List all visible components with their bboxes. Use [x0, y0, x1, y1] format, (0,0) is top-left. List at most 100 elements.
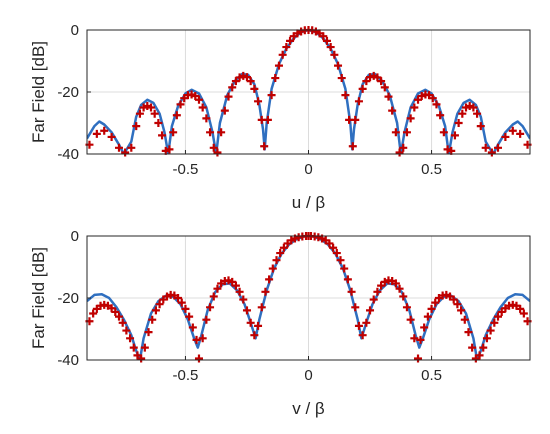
top-measured-point — [154, 119, 163, 127]
bottom-measured-point — [137, 354, 146, 363]
bottom-measured-point — [276, 249, 285, 258]
bottom-measured-point — [114, 312, 123, 321]
bottom-measured-point — [464, 328, 473, 337]
bottom-measured-point — [202, 315, 211, 324]
top-measured-point — [406, 114, 415, 123]
bottom-measured-point — [242, 306, 251, 315]
bottom-measured-point — [449, 295, 458, 304]
bottom-measured-point — [468, 343, 477, 352]
top-measured-point — [202, 114, 211, 123]
top-measured-point — [176, 100, 185, 109]
bottom-measured-point — [366, 306, 375, 315]
bottom-measured-point — [486, 326, 495, 335]
bottom-measured-point — [325, 239, 334, 248]
top-measured-point — [282, 43, 291, 52]
bottom-measured-point — [268, 264, 277, 273]
top-measured-point — [220, 106, 229, 115]
top-measured-point — [337, 74, 346, 83]
bottom-measured-point — [174, 294, 183, 302]
bottom-ytick-label: 0 — [71, 228, 79, 245]
bottom-measured-point — [406, 315, 415, 324]
bottom-measured-point — [279, 243, 288, 252]
bottom-measured-point — [177, 298, 186, 307]
top-axes: -0.5 0 0.5 -40 -20 0 — [57, 22, 531, 178]
top-measured-point — [107, 132, 116, 141]
top-measured-point — [267, 91, 276, 100]
bottom-measured-point — [151, 306, 160, 315]
bottom-measured-point — [423, 312, 432, 321]
bottom-measured-point — [250, 331, 259, 340]
top-measured-point — [100, 126, 109, 135]
bottom-ytick-label: -20 — [57, 290, 79, 307]
bottom-measured-point — [482, 334, 491, 343]
top-measured-point — [135, 109, 144, 118]
bottom-measured-point — [395, 284, 404, 293]
top-ytick-label: -20 — [57, 84, 79, 101]
bottom-measured-point — [213, 284, 222, 293]
top-measured-point — [432, 100, 441, 109]
top-measured-point — [395, 148, 404, 157]
bottom-xtick-label: 0.5 — [421, 367, 442, 384]
top-measured-point — [260, 142, 269, 151]
top-measured-point — [198, 103, 207, 112]
bottom-measured-point — [410, 334, 419, 343]
top-measured-point — [242, 73, 251, 82]
bottom-measured-point — [118, 318, 127, 327]
bottom-measured-point — [246, 318, 255, 327]
top-xtick-label: 0 — [304, 161, 312, 178]
top-xlabel: u / β — [292, 193, 326, 212]
top-subplot: -0.5 0 0.5 -40 -20 0 Far Field [dB] u / β — [29, 22, 532, 212]
top-measured-point — [146, 103, 155, 112]
top-measured-point — [508, 126, 517, 135]
top-measured-point — [330, 50, 339, 59]
top-measured-point — [348, 142, 357, 151]
top-measured-point — [380, 83, 389, 92]
bottom-measured-point — [516, 304, 525, 313]
bottom-axes: -0.5 0 0.5 -40 -20 0 — [57, 228, 531, 384]
top-measured-point — [217, 128, 226, 137]
top-measured-point — [410, 103, 419, 112]
bottom-measured-point — [336, 256, 345, 265]
top-measured-point — [334, 61, 343, 70]
bottom-measured-point — [519, 309, 528, 318]
bottom-measured-point — [239, 295, 248, 304]
bottom-measured-point — [188, 323, 197, 332]
bottom-measured-point — [362, 318, 371, 327]
top-measured-point — [158, 131, 167, 140]
top-measured-point — [172, 111, 181, 120]
top-measured-point — [351, 115, 360, 124]
bottom-subplot: -0.5 0 0.5 -40 -20 0 Far Field [dB] v / β — [29, 228, 532, 418]
bottom-measured-point — [347, 287, 356, 296]
bottom-measured-point — [343, 275, 352, 284]
bottom-measured-point — [369, 295, 378, 304]
bottom-measured-point — [427, 304, 436, 313]
bottom-ytick-label: -40 — [57, 352, 79, 369]
top-measured-point — [358, 84, 367, 93]
bottom-measured-point — [181, 304, 190, 313]
top-measured-point — [481, 143, 490, 152]
bottom-measured-point — [457, 306, 466, 315]
top-ytick-label: 0 — [71, 22, 79, 39]
top-measured-point — [250, 84, 259, 93]
bottom-measured-point — [265, 275, 274, 284]
top-measured-point — [121, 148, 130, 157]
bottom-measured-point — [329, 243, 338, 252]
top-measured-point — [209, 143, 218, 152]
top-measured-point — [494, 143, 503, 152]
top-measured-point — [254, 97, 263, 106]
top-measured-point — [399, 143, 408, 152]
top-measured-point — [362, 77, 371, 86]
top-measured-point — [384, 92, 393, 101]
top-xtick-label: -0.5 — [173, 161, 199, 178]
bottom-measured-point — [399, 292, 408, 301]
top-measured-point — [436, 111, 445, 120]
bottom-measured-point — [144, 328, 153, 337]
bottom-measured-point — [490, 318, 499, 327]
bottom-measured-point — [122, 326, 131, 335]
bottom-measured-point — [358, 331, 367, 340]
top-measured-point — [224, 92, 233, 101]
top-measured-point — [286, 36, 295, 45]
bottom-measured-point — [254, 321, 263, 330]
top-measured-point — [165, 145, 174, 154]
